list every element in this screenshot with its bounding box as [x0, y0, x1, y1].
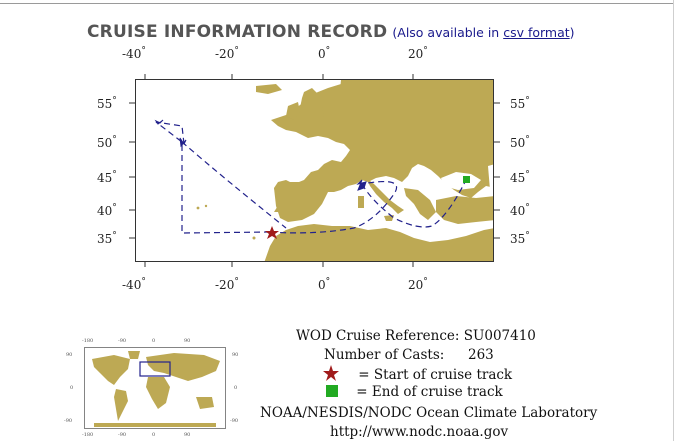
land-azores-1 [196, 206, 200, 210]
mini-tick-bottom-4: 90 [184, 432, 191, 438]
lab-url: http://www.nodc.noaa.gov [330, 424, 509, 440]
track-segment-2 [361, 179, 467, 228]
legend-start-star-icon [323, 365, 339, 381]
land-ireland [286, 102, 300, 120]
lon-tick-bottom-3: 0° [318, 277, 331, 292]
mini-tick-top-3: 0 [152, 338, 156, 344]
lat-tick-right-5: 35° [510, 231, 530, 246]
mini-antarctica [94, 423, 216, 427]
mini-africa [146, 377, 170, 409]
mini-map-svg [84, 347, 226, 429]
legend-end-row: = End of cruise track [326, 384, 503, 400]
track-cluster-north [154, 119, 187, 148]
end-marker-square [463, 176, 470, 183]
lon-tick-bottom-4: 20° [408, 277, 428, 292]
mini-tick-top-4: 90 [184, 338, 191, 344]
land-madeira [252, 236, 256, 240]
mini-tick-top-1: -180 [82, 338, 94, 344]
mini-tick-right-3: -90 [230, 418, 239, 424]
world-overview-map: -180 -90 0 90 -180 -90 0 90 90 0 -90 90 … [62, 338, 267, 438]
mini-greenland [128, 351, 140, 359]
lat-tick-right-1: 55° [510, 96, 530, 111]
mini-tick-left-3: -90 [64, 418, 73, 424]
mini-tick-bottom-3: 0 [152, 432, 156, 438]
mini-land [92, 351, 220, 427]
mini-eurasia [146, 353, 220, 381]
track-segment-4 [181, 141, 287, 229]
mini-tick-bottom-2: -90 [118, 432, 127, 438]
csv-note: (Also available in csv format) [392, 25, 574, 40]
mini-tick-left-2: 0 [70, 385, 74, 391]
track-cluster-genoa [356, 179, 367, 191]
legend-end-square-icon [326, 385, 338, 397]
land-masses [196, 80, 493, 261]
mini-tick-bottom-1: -180 [82, 432, 94, 438]
land-azores-2 [204, 204, 208, 208]
mini-map-region-box [139, 361, 171, 377]
top-divider [0, 3, 674, 4]
cruise-map-svg [154, 80, 493, 261]
lat-tick-right-2: 50° [510, 135, 530, 150]
lat-tick-left-2: 50° [97, 135, 117, 150]
land-greece [404, 188, 436, 220]
cruise-track [155, 121, 467, 234]
land-sardinia [358, 196, 364, 208]
mini-tick-right-1: 90 [232, 352, 239, 358]
land-sicily [384, 215, 394, 221]
land-british-isles [300, 88, 324, 128]
mini-tick-left-1: 90 [66, 352, 73, 358]
lon-tick-top-4: 20° [408, 46, 428, 61]
cruise-map [135, 79, 494, 262]
track-segment-3 [155, 121, 271, 234]
casts-value: 263 [468, 347, 494, 363]
land-scandinavia [340, 80, 376, 114]
land-iberia [274, 182, 328, 222]
lon-tick-top-1: -40° [122, 46, 146, 61]
page-header: CRUISE INFORMATION RECORD (Also availabl… [87, 22, 575, 42]
lat-tick-left-1: 55° [97, 96, 117, 111]
casts-row: Number of Casts: [324, 347, 444, 363]
lab-name: NOAA/NESDIS/NODC Ocean Climate Laborator… [260, 405, 598, 421]
lon-tick-bottom-1: -40° [122, 277, 146, 292]
reference-row: WOD Cruise Reference: SU007410 [296, 328, 536, 344]
legend-start-row: = Start of cruise track [322, 364, 512, 383]
mini-tick-top-2: -90 [118, 338, 127, 344]
mini-north-america [92, 355, 130, 385]
lon-tick-top-3: 0° [318, 46, 331, 61]
legend-end-label: = End of cruise track [356, 384, 503, 400]
mini-south-america [114, 389, 128, 421]
csv-note-suffix: ) [569, 25, 575, 40]
lat-tick-left-4: 40° [97, 203, 117, 218]
casts-label: Number of Casts: [324, 347, 445, 363]
water-caspian [488, 164, 493, 194]
reference-label: WOD Cruise Reference: [296, 328, 460, 344]
csv-format-link[interactable]: csv format [503, 25, 570, 40]
track-segment-1 [269, 181, 398, 234]
water-black-sea [441, 172, 481, 190]
reference-value: SU007410 [463, 328, 536, 344]
lat-tick-left-3: 45° [97, 170, 117, 185]
land-iceland [256, 84, 282, 94]
land-europe [271, 80, 493, 212]
page-title: CRUISE INFORMATION RECORD [87, 22, 388, 42]
land-italy [366, 178, 404, 214]
legend-start-label: = Start of cruise track [358, 367, 513, 383]
lat-tick-right-4: 40° [510, 203, 530, 218]
mini-tick-right-2: 0 [234, 385, 238, 391]
csv-note-prefix: (Also available in [392, 25, 504, 40]
lon-tick-bottom-2: -20° [215, 277, 239, 292]
lon-tick-top-2: -20° [215, 46, 239, 61]
land-turkey [436, 196, 493, 224]
start-marker-star [265, 226, 279, 239]
mini-australia [196, 397, 214, 409]
lat-tick-left-5: 35° [97, 231, 117, 246]
lat-tick-right-3: 45° [510, 170, 530, 185]
land-north-africa [264, 224, 493, 261]
